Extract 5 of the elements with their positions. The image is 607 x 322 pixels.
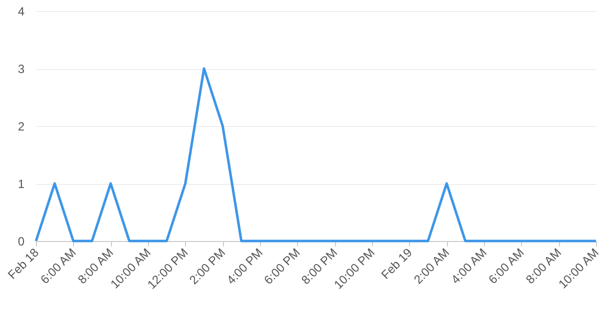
x-tick-label: Feb 19: [378, 245, 416, 282]
y-tick-label: 3: [18, 62, 25, 76]
y-tick-label: 1: [18, 177, 25, 191]
y-tick-label: 4: [18, 4, 25, 18]
y-tick-label: 2: [18, 120, 25, 134]
